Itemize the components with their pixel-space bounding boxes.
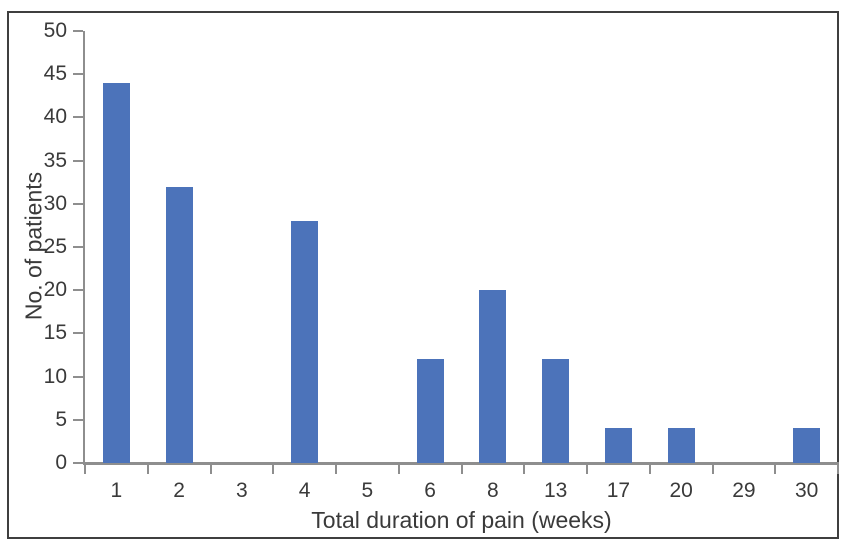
bar — [604, 428, 632, 463]
bar — [416, 359, 444, 463]
x-tick-label: 30 — [794, 479, 819, 502]
y-axis-line — [83, 31, 85, 463]
x-tick-mark — [146, 465, 149, 474]
y-tick-mark — [73, 116, 83, 119]
y-tick-label: 50 — [43, 19, 67, 42]
y-tick-mark — [73, 73, 83, 76]
bar — [667, 428, 695, 463]
x-tick-mark — [586, 465, 588, 474]
x-tick-mark — [523, 465, 526, 474]
bar — [479, 290, 507, 463]
x-tick-label: 20 — [669, 479, 693, 502]
x-tick-mark — [84, 465, 86, 474]
x-tick-label: 4 — [298, 479, 311, 502]
x-tick-mark — [460, 465, 463, 474]
y-tick-label: 0 — [55, 451, 67, 474]
y-tick-label: 25 — [43, 235, 67, 258]
y-tick-label: 5 — [55, 407, 67, 431]
x-tick-label: 29 — [732, 479, 756, 502]
y-tick-label: 20 — [43, 278, 67, 302]
x-axis-title: Total duration of pain (weeks) — [311, 507, 612, 533]
x-tick-mark — [837, 465, 839, 474]
x-tick-label: 13 — [543, 479, 568, 502]
y-tick-mark — [73, 418, 83, 421]
x-tick-mark — [272, 465, 275, 474]
y-tick-label: 45 — [43, 62, 67, 86]
x-tick-label: 3 — [236, 479, 248, 502]
y-tick-mark — [73, 289, 83, 292]
x-tick-label: 17 — [606, 479, 631, 502]
x-tick-mark — [648, 465, 651, 474]
x-tick-mark — [209, 465, 212, 474]
x-tick-label: 6 — [424, 479, 436, 502]
y-tick-mark — [73, 462, 83, 464]
y-tick-mark — [73, 375, 83, 378]
x-tick-label: 1 — [110, 479, 123, 502]
y-tick-mark — [73, 159, 83, 162]
y-tick-mark — [73, 246, 83, 248]
x-tick-mark — [397, 465, 400, 474]
x-tick-label: 8 — [487, 479, 499, 502]
bar — [165, 186, 193, 463]
y-tick-mark — [73, 30, 83, 32]
x-tick-label: 5 — [361, 479, 374, 502]
x-axis-line — [83, 462, 839, 465]
x-tick-mark — [711, 465, 714, 474]
y-tick-mark — [73, 332, 83, 335]
bar — [102, 82, 130, 463]
bar — [291, 221, 319, 463]
x-tick-label: 2 — [173, 479, 185, 502]
y-tick-mark — [73, 202, 83, 205]
y-tick-label: 40 — [43, 105, 67, 129]
y-tick-label: 15 — [43, 321, 67, 345]
y-tick-label: 30 — [43, 191, 67, 215]
x-tick-mark — [774, 465, 777, 474]
bar — [542, 359, 570, 463]
y-tick-label: 10 — [43, 364, 67, 388]
x-tick-mark — [335, 465, 337, 474]
y-tick-label: 35 — [43, 148, 67, 172]
bar — [793, 428, 821, 463]
